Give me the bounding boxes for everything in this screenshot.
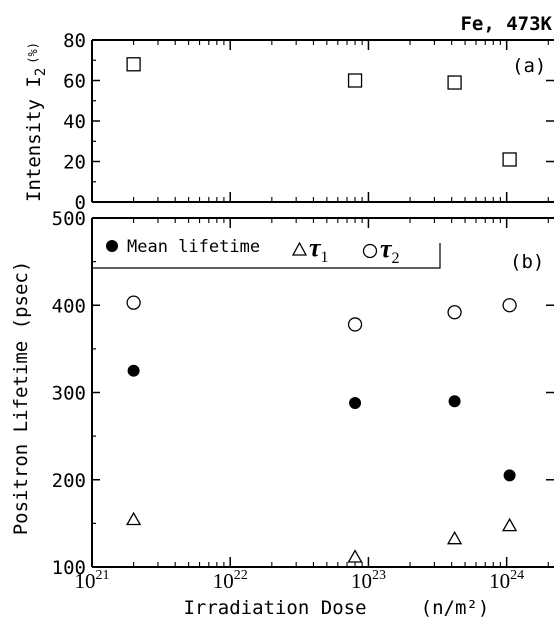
panel-b-y-tick-label: 200 [52,470,86,492]
panel-a-y-tick-label: 40 [63,111,86,133]
legend-mean-lifetime-label: Mean lifetime [127,237,260,257]
panel-a-data [126,57,517,167]
legend-mean-lifetime-marker [106,240,118,252]
panel-b-y-tick-label: 300 [52,383,86,405]
panel-b-point-open-circle [502,298,517,313]
panel-a-point-open-square [347,73,363,88]
x-tick-label: 1024 [489,568,524,593]
panel-b-y-tick-label: 100 [52,557,86,579]
x-tick-label: 1021 [75,568,110,593]
panel-b-data [125,295,518,563]
panel-b-point-open-triangle [501,517,518,532]
x-axis-unit: (n/m²) [421,597,490,619]
panel-a-point-open-square [502,152,517,167]
panel-b-label: (b) [510,251,544,273]
panel-a-y-tick-label: 20 [63,152,86,174]
x-axis-label: Irradiation Dose [183,597,366,619]
panel-b-point-open-triangle [125,511,142,526]
legend-tau2-marker [362,243,378,259]
legend-tau2-label: τ2 [380,234,400,267]
panel-b: 100 200 300 400 500 (b) Positron Lifetime (p… [10,208,554,579]
panel-b-point-filled-circle [503,469,516,482]
legend-tau1-marker [291,241,308,256]
panel-b-point-open-triangle [347,549,363,563]
figure-corner-label: Fe, 473K [460,13,552,35]
panel-b-point-open-circle [347,317,363,332]
panel-a-y-ticks: 0 20 40 60 80 [63,30,554,214]
panel-b-point-open-circle [126,295,141,310]
x-axis-title: Irradiation Dose (n/m²) [183,597,489,619]
panel-a-point-open-square [126,57,141,72]
panel-a: 0 20 40 60 80 (a) Intensity I2(%) [23,30,554,214]
panel-a-y-tick-label: 0 [75,192,86,214]
panel-a-label: (a) [512,55,546,77]
x-axis-ticks: 1021 1022 1023 1024 [75,568,525,593]
panel-a-point-open-square [447,75,462,90]
panel-b-y-axis-label: Positron Lifetime (psec) [10,261,32,536]
legend-tau1-label: τ1 [309,233,329,266]
panel-a-y-tick-label: 60 [63,71,86,93]
panel-b-point-filled-circle [448,395,461,408]
x-tick-label: 1022 [213,568,248,593]
panel-b-point-open-circle [447,305,462,320]
panel-b-y-tick-label: 400 [52,295,86,317]
x-tick-label: 1023 [351,568,386,593]
panel-b-y-ticks: 100 200 300 400 500 [52,208,554,579]
panel-b-point-filled-circle [349,396,362,409]
panel-b-point-filled-circle [127,364,140,377]
panel-b-point-open-triangle [446,530,463,545]
legend-frame [92,243,441,269]
panel-b-legend: Mean lifetime τ1 τ2 [92,233,441,269]
panel-a-y-axis-label: Intensity I2(%) [23,42,49,202]
panel-b-y-tick-label: 500 [52,208,86,230]
panel-a-y-tick-label: 80 [63,30,86,52]
